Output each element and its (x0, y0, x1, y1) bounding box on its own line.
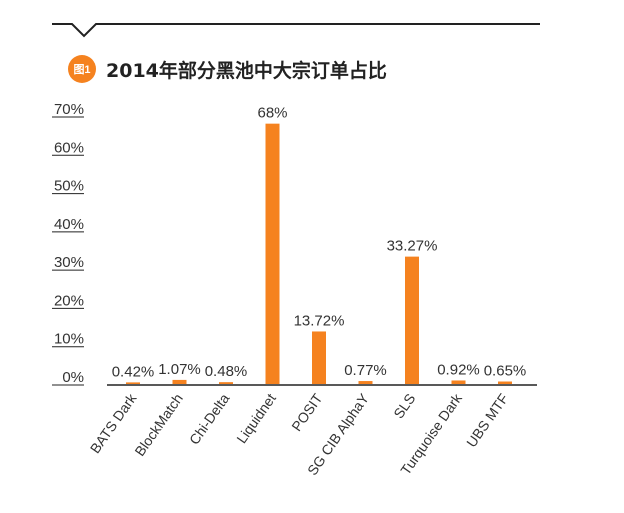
y-tick-label: 30% (54, 254, 84, 271)
bar-sg-cib-alphay (358, 381, 373, 384)
data-label: 33.27% (387, 238, 438, 255)
y-tick-label: 70% (54, 101, 84, 118)
x-tick-label: BATS Dark (87, 390, 140, 456)
x-tick-label: BlockMatch (131, 391, 186, 459)
x-tick-label: Liquidnet (233, 390, 279, 446)
bar-liquidnet (265, 123, 280, 385)
y-tick-label: 0% (62, 369, 84, 386)
x-tick-label: POSIT (288, 390, 325, 434)
y-tick-label: 20% (54, 292, 84, 309)
data-labels: 0.42% 1.07% 0.48% 68% 13.72% 0.77% 33.27% 0.92%… (112, 105, 527, 381)
data-label: 68% (257, 105, 287, 122)
bar-bats-dark (126, 382, 140, 384)
data-label: 13.72% (294, 312, 345, 329)
y-tick-label: 10% (54, 331, 84, 348)
data-label: 0.42% (112, 363, 155, 380)
x-tick-label: Chi-Delta (186, 390, 233, 447)
bar-blockmatch (172, 379, 187, 384)
x-tick-label: SLS (390, 391, 418, 422)
y-axis: 0% 10% 20% 30% 40% 50% 60% 70% (52, 101, 84, 386)
data-label: 0.77% (344, 362, 387, 379)
bar-sls (405, 256, 419, 384)
data-label: 1.07% (158, 361, 201, 378)
chart-title: 2014年部分黑池中大宗订单占比 (106, 59, 387, 82)
bars (126, 123, 512, 385)
x-tick-label: UBS MTF (463, 391, 511, 451)
data-label: 0.65% (484, 363, 527, 380)
figure-badge: 图1 (68, 55, 96, 83)
bar-chi-delta (219, 382, 233, 384)
data-label: 0.92% (437, 361, 480, 378)
y-tick-label: 60% (54, 139, 84, 156)
bar-ubs-mtf (498, 381, 512, 384)
y-tick-label: 50% (54, 178, 84, 195)
y-tick-label: 40% (54, 216, 84, 233)
bar-turquoise-dark (451, 380, 466, 384)
data-label: 0.48% (205, 363, 248, 380)
chart-title-row: 图1 2014年部分黑池中大宗订单占比 (68, 54, 387, 84)
bar-posit (312, 331, 326, 384)
header-rule (52, 23, 540, 38)
